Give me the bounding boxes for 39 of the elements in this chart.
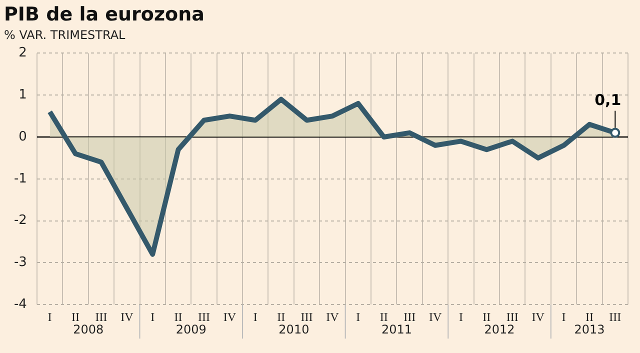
x-tick-label: I: [253, 310, 258, 324]
text: 2013: [574, 322, 605, 337]
x-tick-label: III: [300, 310, 313, 324]
x-tick-label: III: [506, 310, 518, 324]
x-tick-label: I: [356, 310, 360, 324]
x-tick-label: IV: [326, 310, 340, 324]
y-tick-label: 0: [18, 129, 27, 144]
x-tick-label: I: [150, 310, 155, 324]
x-tick-label: IV: [223, 310, 236, 324]
x-tick-label: II: [585, 310, 594, 324]
x-tick-label: IV: [532, 310, 545, 324]
x-tick-label: III: [198, 310, 210, 324]
x-tick-label: III: [95, 310, 108, 324]
y-tick-label: -3: [14, 255, 27, 270]
x-tick-label: III: [609, 310, 622, 324]
data-label: 0,1: [594, 91, 622, 110]
text: 2008: [73, 322, 104, 337]
x-tick-label: I: [458, 310, 463, 324]
x-tick-label: II: [72, 310, 80, 324]
x-tick-label: II: [277, 310, 286, 324]
x-tick-label: I: [48, 310, 52, 324]
x-tick-label: IV: [428, 310, 442, 324]
text: 2012: [484, 322, 515, 337]
chart-title: PIB de la eurozona: [4, 3, 204, 26]
text: 2009: [176, 322, 206, 337]
y-tick-label: -2: [14, 213, 27, 228]
x-tick-label: II: [380, 310, 388, 324]
y-tick-label: 2: [18, 46, 27, 61]
text: 2010: [278, 322, 310, 337]
text: 2011: [381, 322, 412, 337]
x-tick-label: III: [404, 310, 416, 324]
chart-subtitle: % VAR. TRIMESTRAL: [4, 28, 126, 42]
y-tick-label: 1: [18, 87, 27, 102]
y-tick-label: -1: [14, 171, 27, 186]
x-tick-label: II: [482, 310, 491, 324]
y-tick-label: -4: [14, 296, 27, 312]
x-tick-label: II: [174, 310, 182, 324]
x-tick-label: I: [562, 310, 566, 324]
x-tick-label: IV: [120, 310, 134, 324]
